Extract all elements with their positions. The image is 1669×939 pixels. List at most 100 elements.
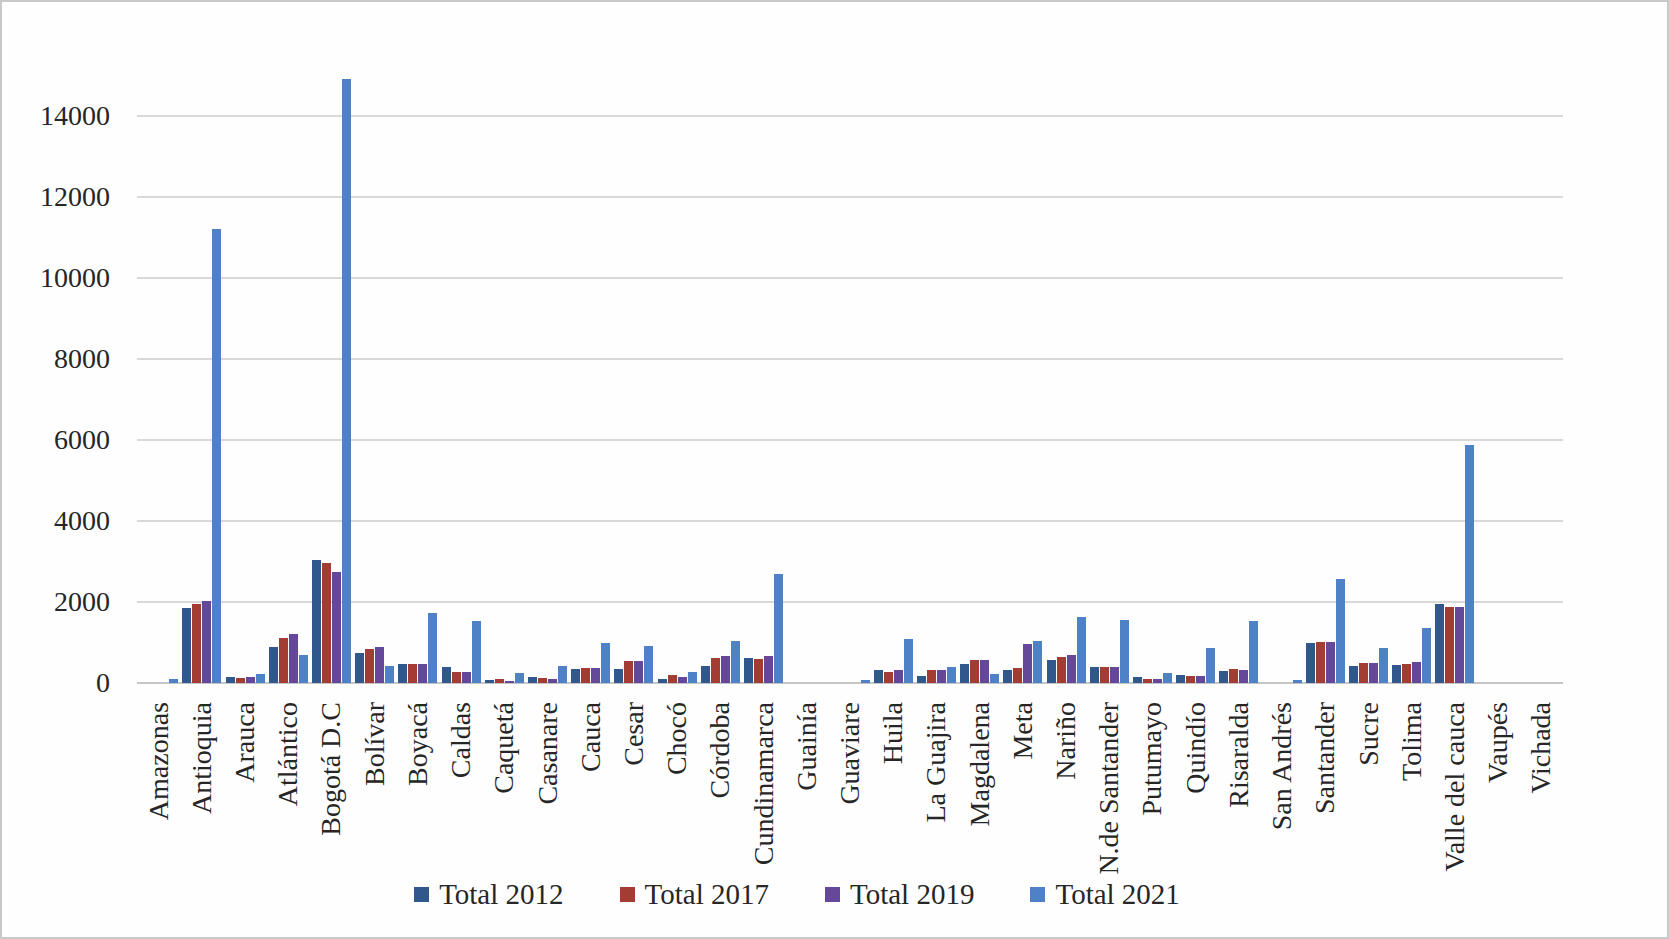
bar-group (917, 667, 956, 683)
bar (774, 574, 783, 683)
bar (342, 79, 351, 683)
legend-label: Total 2019 (850, 878, 974, 911)
bar-group (1176, 648, 1215, 683)
bar-group (831, 680, 870, 683)
x-axis-category-label: Córdoba (705, 702, 735, 798)
bar (947, 667, 956, 683)
bar (1057, 657, 1066, 683)
bar (398, 664, 407, 683)
bar (894, 670, 903, 683)
bar (1206, 648, 1215, 683)
bar (428, 613, 437, 683)
bar (312, 560, 321, 683)
bar (937, 670, 946, 683)
bar (538, 678, 547, 683)
bar (1153, 679, 1162, 683)
bar (1186, 676, 1195, 683)
bar (212, 229, 221, 683)
x-axis-category-label: Cauca (576, 702, 606, 772)
bar (1229, 669, 1238, 683)
bar-group (1133, 673, 1172, 683)
bar (668, 675, 677, 683)
bar (1163, 673, 1172, 683)
bar (1379, 648, 1388, 683)
y-axis-tick-label: 0 (2, 669, 110, 697)
bar (192, 604, 201, 683)
bar (279, 638, 288, 683)
bar-group (269, 634, 308, 683)
x-axis-category-label: Caquetá (489, 702, 519, 794)
bar-group (960, 660, 999, 683)
bar (970, 660, 979, 683)
bar-group (355, 647, 394, 683)
bar-group (744, 574, 783, 683)
bar-group (874, 639, 913, 683)
bar (711, 658, 720, 683)
x-axis-category-label: N.de Santander (1094, 702, 1124, 875)
bar-group (1306, 579, 1345, 683)
bar (927, 670, 936, 683)
bar (202, 601, 211, 683)
bar (1465, 445, 1474, 683)
bar (960, 664, 969, 683)
bar (1455, 607, 1464, 683)
bar (1133, 677, 1142, 683)
bar (990, 674, 999, 683)
bar (1003, 670, 1012, 683)
bar (591, 668, 600, 683)
x-axis-category-label: Santander (1310, 702, 1340, 814)
bar (385, 666, 394, 683)
bar (678, 677, 687, 683)
bar (1196, 676, 1205, 683)
bar (269, 647, 278, 683)
bar (1077, 617, 1086, 683)
bar (1412, 662, 1421, 683)
bar (485, 680, 494, 683)
bar (1435, 604, 1444, 683)
bar-group (182, 229, 221, 683)
y-axis-tick-label: 6000 (2, 426, 110, 454)
bar (634, 661, 643, 683)
bar (256, 674, 265, 683)
bar (644, 646, 653, 683)
bar (365, 649, 374, 683)
bar-group (528, 666, 567, 683)
x-axis-category-label: Vaupés (1483, 702, 1513, 783)
x-axis-category-label: Sucre (1354, 702, 1384, 766)
x-axis-category-label: Nariño (1051, 702, 1081, 780)
bar (744, 658, 753, 683)
chart-canvas: Total 2012Total 2017Total 2019Total 2021… (0, 0, 1669, 939)
bar (1090, 667, 1099, 683)
bar (861, 680, 870, 683)
bar-group (442, 621, 481, 683)
bar (581, 668, 590, 683)
x-axis-category-label: Vichada (1526, 702, 1556, 794)
bar (472, 621, 481, 683)
bar (721, 656, 730, 683)
bar (1013, 668, 1022, 683)
x-axis-category-label: Guainía (792, 702, 822, 791)
bar-group (1435, 445, 1474, 683)
bar-group (226, 674, 265, 683)
bar-group (1263, 680, 1302, 683)
bar (1326, 642, 1335, 683)
bar-group (398, 613, 437, 683)
bar (558, 666, 567, 683)
bar (1176, 675, 1185, 683)
bar (515, 673, 524, 683)
bar (462, 672, 471, 683)
x-axis-category-label: La Guajira (921, 702, 951, 823)
bar-group (658, 672, 697, 683)
bar (226, 677, 235, 683)
legend-swatch-icon (620, 887, 635, 902)
y-axis-tick-label: 2000 (2, 588, 110, 616)
bar (1369, 663, 1378, 683)
legend-label: Total 2021 (1055, 878, 1179, 911)
bar (1143, 679, 1152, 683)
bar (505, 681, 514, 683)
bar (1422, 628, 1431, 683)
bar (1219, 671, 1228, 683)
legend-swatch-icon (825, 887, 840, 902)
x-axis-category-label: Amazonas (144, 702, 174, 820)
bar (1023, 644, 1032, 683)
